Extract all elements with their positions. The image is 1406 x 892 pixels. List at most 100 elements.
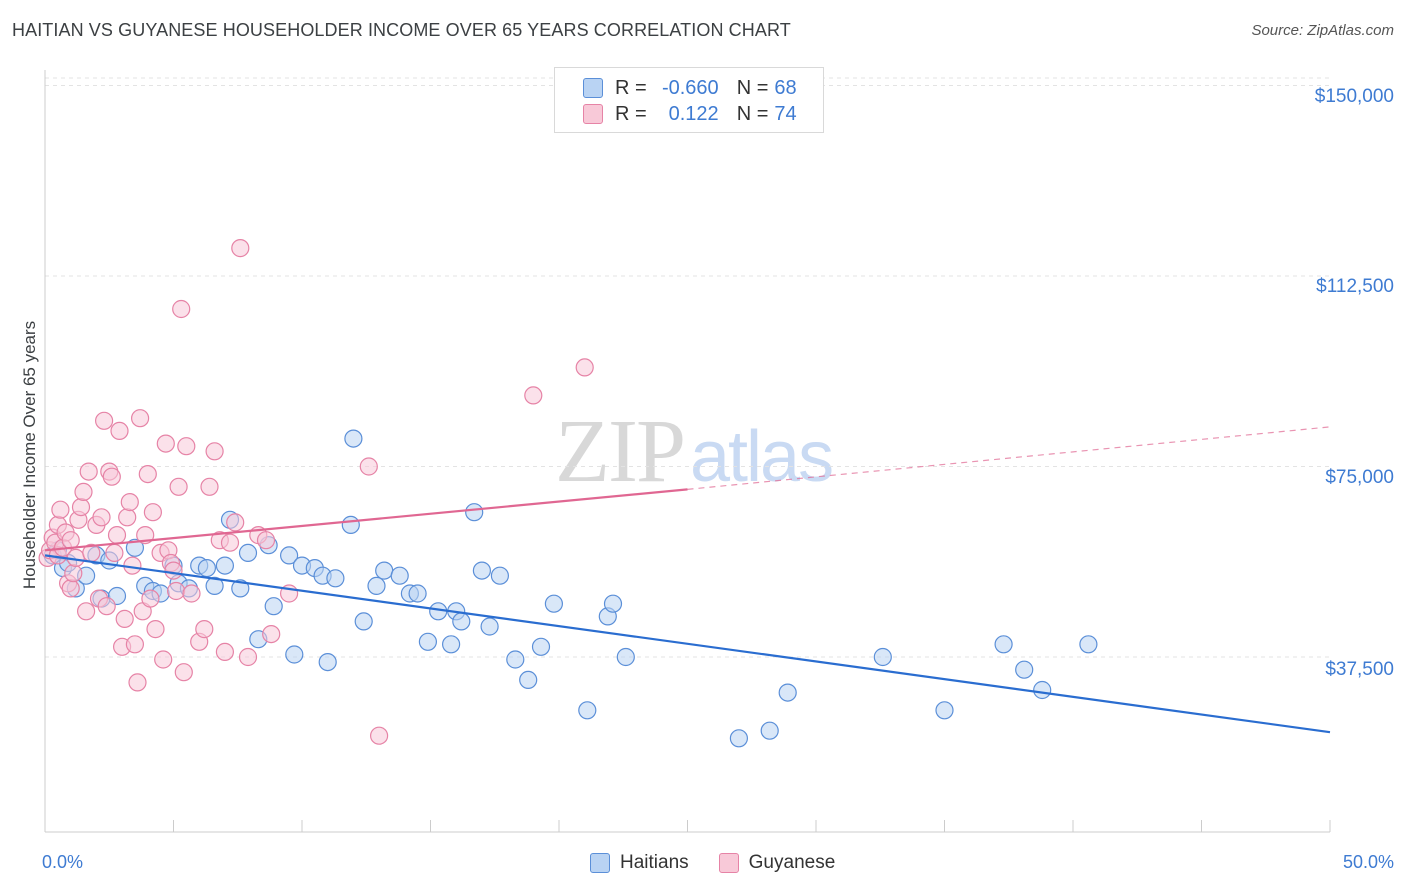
- haitians-point: [490, 566, 509, 585]
- guyanese-point: [61, 579, 80, 598]
- haitians-point: [390, 566, 409, 585]
- haitians-point: [205, 576, 224, 596]
- guyanese-point: [156, 434, 175, 453]
- haitians-point: [616, 647, 635, 667]
- haitians-point: [197, 558, 216, 578]
- guyanese-point: [115, 609, 134, 629]
- r-label: R =: [615, 102, 647, 125]
- r-value: 0.122: [668, 102, 719, 125]
- guyanese-point: [79, 462, 98, 481]
- guyanese-point: [146, 619, 165, 639]
- guyanese-point: [174, 663, 193, 682]
- guyanese-point: [154, 650, 173, 669]
- guyanese-point: [575, 358, 594, 377]
- guyanese-point: [128, 673, 147, 692]
- guyanese-point: [169, 477, 188, 496]
- haitians-point: [452, 612, 471, 631]
- guyanese-point: [231, 239, 250, 258]
- haitians-point: [1079, 635, 1098, 654]
- r-label: R =: [615, 76, 647, 99]
- guyanese-point: [172, 299, 191, 319]
- haitians-point: [231, 579, 250, 598]
- legend-row-guyanese: R = 0.122 N = 74: [583, 102, 797, 126]
- r-value: -0.660: [661, 76, 719, 99]
- guyanese-point: [215, 642, 234, 662]
- guyanese-point: [359, 457, 378, 476]
- haitians-point: [125, 538, 144, 557]
- guyanese-point: [120, 493, 139, 512]
- y-axis-label: Householder Income Over 65 years: [20, 320, 39, 590]
- guyanese-point: [205, 442, 224, 461]
- haitians-point: [531, 637, 551, 656]
- guyanese-point: [256, 531, 276, 550]
- haitians-point: [994, 635, 1013, 654]
- n-value: 68: [774, 76, 797, 99]
- guyanese-point: [220, 533, 240, 552]
- haitians-trend-line: [44, 554, 1331, 734]
- legend-item-haitians[interactable]: Haitians: [590, 852, 689, 874]
- haitians-point: [215, 556, 234, 575]
- guyanese-point: [71, 498, 91, 517]
- n-label: N =: [736, 102, 769, 125]
- haitians-point: [318, 652, 337, 672]
- guyanese-point: [226, 513, 245, 532]
- haitians-point: [778, 683, 797, 702]
- watermark: ZIPatlas: [555, 400, 834, 503]
- guyanese-point: [110, 421, 129, 440]
- haitians-point: [729, 729, 749, 748]
- haitians-point: [341, 515, 360, 535]
- series-legend: Haitians Guyanese: [590, 852, 865, 874]
- legend-row-haitians: R = -0.660 N = 68: [583, 76, 797, 100]
- haitians-point: [1015, 660, 1034, 679]
- y-tick-label: $150,000: [1314, 86, 1394, 107]
- legend-label: Guyanese: [748, 852, 836, 873]
- haitians-point: [578, 701, 597, 720]
- n-label: N =: [736, 76, 769, 99]
- legend-item-guyanese[interactable]: Guyanese: [718, 852, 836, 874]
- guyanese-point: [107, 525, 127, 545]
- haitians-point: [519, 670, 538, 690]
- y-tick-label: $37,500: [1325, 659, 1394, 680]
- haitians-point: [935, 701, 954, 720]
- guyanese-point: [92, 508, 111, 527]
- guyanese-point: [195, 619, 214, 639]
- haitians-point: [418, 632, 437, 651]
- haitians-point: [354, 612, 373, 631]
- guyanese-point: [64, 564, 83, 583]
- y-tick-label: $75,000: [1325, 467, 1394, 488]
- haitians-point: [442, 635, 461, 654]
- haitians-point: [603, 594, 623, 613]
- haitians-point: [285, 645, 304, 664]
- guyanese-point: [200, 477, 219, 496]
- watermark-zip: ZIP: [555, 402, 686, 501]
- n-value: 74: [774, 102, 797, 125]
- chart-title: HAITIAN VS GUYANESE HOUSEHOLDER INCOME O…: [12, 20, 791, 40]
- haitians-point: [760, 721, 779, 740]
- correlation-legend: R = -0.660 N = 68 R = 0.122 N = 74: [554, 67, 824, 133]
- guyanese-point: [167, 581, 186, 601]
- guyanese-point: [125, 635, 144, 654]
- haitians-point: [264, 597, 283, 616]
- haitians-point: [480, 617, 499, 636]
- haitians-point: [465, 503, 484, 522]
- guyanese-point: [138, 465, 157, 484]
- guyanese-point: [238, 647, 258, 667]
- haitians-point: [326, 569, 345, 588]
- guyanese-swatch: [718, 853, 739, 873]
- x-tick-label: 50.0%: [1342, 852, 1394, 872]
- guyanese-point: [182, 584, 201, 603]
- y-tick-label: $112,500: [1316, 276, 1394, 297]
- guyanese-point: [102, 467, 121, 486]
- haitians-swatch: [583, 78, 603, 98]
- haitians-point: [375, 561, 394, 580]
- guyanese-point: [61, 531, 80, 550]
- haitians-point: [367, 576, 386, 596]
- haitians-point: [472, 561, 491, 580]
- x-tick-label: 0.0%: [42, 852, 84, 872]
- guyanese-point: [94, 411, 114, 430]
- legend-label: Haitians: [620, 852, 689, 873]
- haitians-point: [873, 647, 892, 667]
- guyanese-point: [51, 500, 70, 519]
- guyanese-point: [524, 386, 543, 405]
